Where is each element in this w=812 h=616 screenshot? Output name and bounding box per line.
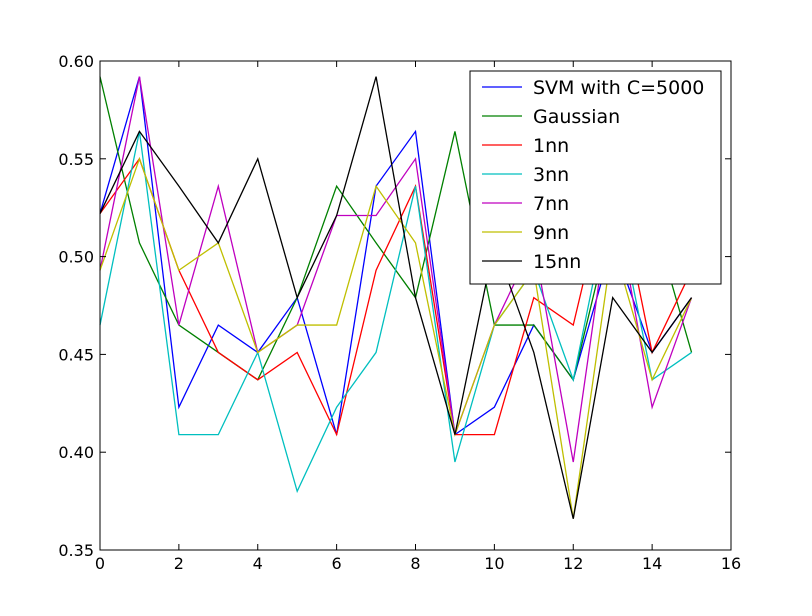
legend-label: 3nn (533, 164, 569, 186)
series-line-1 (99, 76, 693, 436)
y-axis-ticks: 0.35 0.40 0.45 0.50 0.55 0.60 (58, 52, 731, 560)
y-tick-label: 0.35 (58, 541, 94, 560)
y-tick-label: 0.40 (58, 443, 94, 462)
y-tick-label: 0.55 (58, 150, 94, 169)
x-tick-label: 6 (332, 554, 342, 573)
x-tick-label: 16 (721, 554, 741, 573)
legend-label: 15nn (533, 251, 581, 273)
y-tick-label: 0.50 (58, 248, 94, 267)
legend-label: 9nn (533, 222, 569, 244)
legend: SVM with C=5000 Gaussian 1nn 3nn 7nn 9nn 15nn (469, 70, 722, 285)
legend-label: Gaussian (533, 106, 620, 128)
y-tick-label: 0.60 (58, 52, 94, 71)
x-tick-label: 10 (484, 554, 504, 573)
x-tick-label: 12 (563, 554, 583, 573)
legend-label: SVM with C=5000 (533, 77, 704, 99)
y-tick-label: 0.45 (58, 345, 94, 364)
series-line-7 (99, 76, 693, 519)
series-line-6 (99, 156, 693, 519)
legend-label: 1nn (533, 135, 569, 157)
x-axis-ticks: 0 2 4 6 8 10 12 14 16 (95, 61, 741, 573)
x-tick-label: 14 (642, 554, 662, 573)
x-tick-label: 0 (95, 554, 105, 573)
legend-box (469, 70, 722, 285)
x-tick-label: 2 (174, 554, 184, 573)
legend-label: 7nn (533, 193, 569, 215)
plot-lines (99, 76, 693, 519)
x-tick-label: 8 (410, 554, 420, 573)
x-tick-label: 4 (253, 554, 263, 573)
